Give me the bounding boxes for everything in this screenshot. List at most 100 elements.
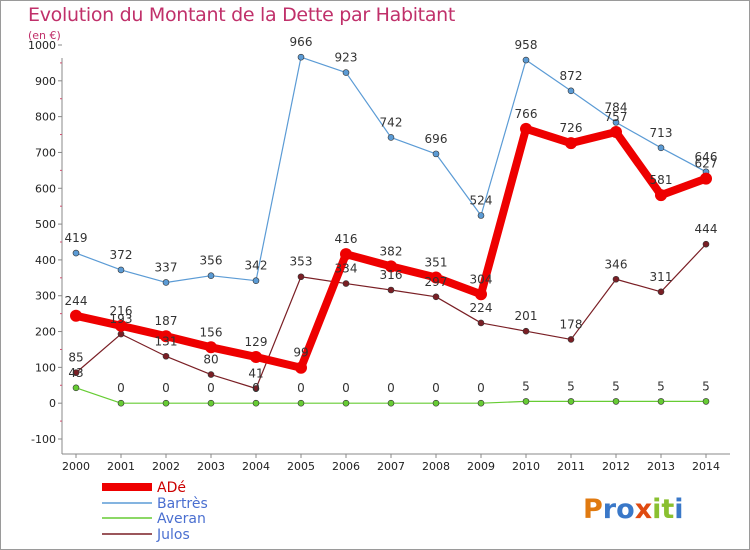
series-point	[702, 398, 710, 405]
x-tick-label: 2003	[197, 460, 225, 473]
x-tick-label: 2012	[602, 460, 630, 473]
data-label: 0	[342, 381, 350, 395]
data-label: 316	[380, 268, 403, 282]
data-label: 156	[200, 325, 223, 339]
series-point	[70, 309, 82, 322]
data-label: 334	[335, 262, 358, 276]
x-tick-label: 2001	[107, 460, 135, 473]
data-label: 0	[387, 381, 395, 395]
data-label: 742	[380, 115, 403, 129]
data-label: 43	[68, 366, 83, 380]
series-point	[297, 273, 305, 281]
x-tick-label: 2009	[467, 460, 495, 473]
series-point	[522, 398, 530, 405]
data-label: 524	[470, 193, 493, 207]
proxiti-logo: Proxiti	[583, 494, 684, 525]
data-label: 5	[567, 379, 575, 393]
data-label: 0	[432, 381, 440, 395]
series-point	[117, 266, 125, 274]
series-point	[207, 371, 215, 378]
series-point	[117, 399, 125, 407]
series-point	[252, 399, 260, 407]
data-label: 5	[657, 379, 665, 393]
x-tick-label: 2013	[647, 460, 675, 473]
series-point	[250, 350, 262, 363]
axes: 10009008007006005004003002001000-1002000…	[28, 39, 730, 473]
series-point	[567, 336, 575, 343]
series-point	[430, 271, 442, 284]
series-point	[162, 399, 170, 407]
data-label: 131	[155, 334, 178, 348]
series-point	[387, 134, 395, 141]
series-point	[567, 398, 575, 405]
data-label: 0	[252, 381, 260, 395]
series-point	[475, 288, 487, 301]
series-point	[160, 330, 172, 343]
y-tick-label: 1000	[28, 39, 56, 52]
chart-unit: (en €)	[28, 29, 61, 42]
data-label: 958	[515, 38, 538, 52]
x-tick-label: 2007	[377, 460, 405, 473]
series-point	[117, 330, 125, 338]
data-label: 244	[65, 294, 88, 308]
series-point	[340, 248, 352, 261]
data-label: 0	[207, 381, 215, 395]
data-label: 193	[110, 312, 133, 326]
x-tick-label: 2008	[422, 460, 450, 473]
series-point	[700, 172, 712, 185]
series-point	[342, 399, 350, 407]
series-point	[612, 275, 620, 283]
data-label: 416	[335, 232, 358, 246]
y-tick-label: 300	[35, 290, 56, 303]
data-label: 581	[650, 173, 673, 187]
y-tick-label: 200	[35, 326, 56, 339]
series-point	[657, 288, 665, 296]
data-label: 923	[335, 51, 358, 65]
data-label: 5	[612, 379, 620, 393]
series-point	[477, 319, 485, 327]
series-point	[565, 137, 577, 150]
series-point	[477, 399, 485, 407]
y-tick-label: 100	[35, 361, 56, 374]
data-label: 224	[470, 301, 493, 315]
data-label: 41	[248, 366, 263, 380]
x-tick-label: 2014	[692, 460, 720, 473]
data-label: 966	[290, 35, 313, 49]
series-point	[297, 53, 305, 61]
data-label: 311	[650, 270, 673, 284]
data-label: 646	[695, 150, 718, 164]
data-label: 627	[695, 157, 718, 171]
series-point	[567, 87, 575, 95]
data-label: 0	[477, 381, 485, 395]
series-point	[387, 286, 395, 294]
data-label: 80	[203, 353, 218, 367]
data-label: 766	[515, 107, 538, 121]
series-point	[522, 327, 530, 335]
data-label: 216	[110, 304, 133, 318]
series-point	[295, 361, 307, 374]
data-label: 187	[155, 314, 178, 328]
data-label: 784	[605, 100, 628, 114]
series-point	[610, 126, 622, 139]
legend-label: Julos	[156, 527, 190, 543]
chart-title: Evolution du Montant de la Dette par Hab…	[28, 4, 456, 26]
logo-text: Proxiti	[583, 494, 684, 525]
series-point	[162, 352, 170, 360]
data-label: 85	[68, 351, 83, 365]
x-tick-label: 2000	[62, 460, 90, 473]
series-point	[72, 369, 80, 377]
series-point	[297, 399, 305, 407]
series-point	[432, 399, 440, 407]
series-point	[385, 260, 397, 273]
y-tick-label: 500	[35, 218, 56, 231]
data-label: 0	[162, 381, 170, 395]
y-tick-label: 600	[35, 182, 56, 195]
data-label: 304	[470, 272, 493, 286]
series-point	[342, 280, 350, 287]
data-label: 353	[290, 255, 313, 269]
x-tick-label: 2010	[512, 460, 540, 473]
series-point	[612, 398, 620, 405]
